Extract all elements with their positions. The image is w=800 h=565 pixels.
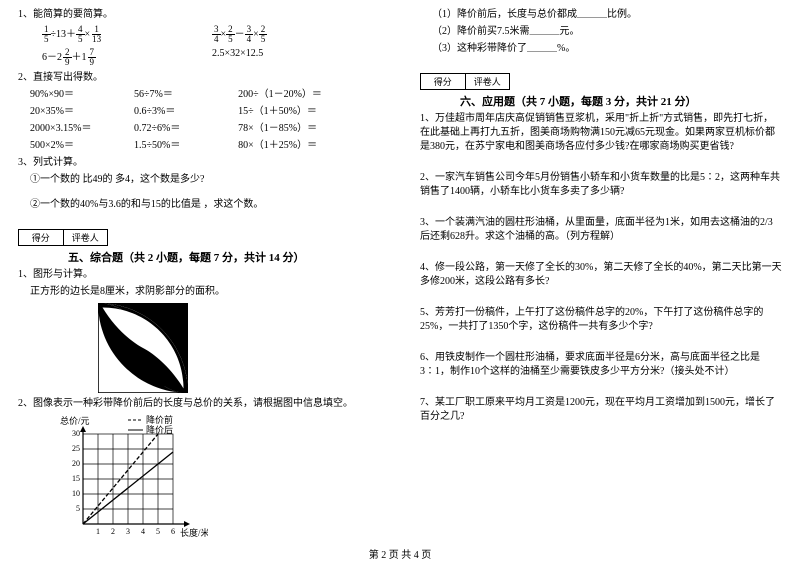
q2-cell: 78×（1－85%）＝ (238, 122, 380, 136)
score-label-r: 得分 (421, 74, 466, 89)
q1-title: 1、能简算的要简算。 (18, 8, 380, 22)
svg-text:5: 5 (156, 527, 160, 536)
q2-cell: 500×2%＝ (30, 139, 134, 153)
q3-b: ②一个数的40%与3.6的和与15的比值是 ，求这个数。 (18, 198, 380, 212)
q2-cell: 200÷（1－20%）＝ (238, 88, 380, 102)
page-footer: 第 2 页 共 4 页 (0, 546, 800, 561)
svg-text:2: 2 (111, 527, 115, 536)
pre-2: （2）降价前买7.5米需＿＿＿元。 (420, 25, 782, 39)
svg-text:20: 20 (72, 459, 80, 468)
grader-label: 评卷人 (64, 230, 108, 245)
pre-1: （1）降价前后，长度与总价都成＿＿＿比例。 (420, 8, 782, 22)
question: 7、某工厂职工原来平均月工资是1200元，现在平均月工资增加到1500元，增长了… (420, 396, 782, 424)
q2-cell: 20×35%＝ (30, 105, 134, 119)
q2-cell: 15÷（1＋50%）＝ (238, 105, 380, 119)
s5q2-t: 2、图像表示一种彩带降价前后的长度与总价的关系，请根据图中信息填空。 (18, 397, 380, 411)
q2-row: 90%×90＝56÷7%＝200÷（1－20%）＝ (30, 88, 380, 102)
svg-text:10: 10 (72, 489, 80, 498)
q2-title: 2、直接写出得数。 (18, 71, 380, 85)
question: 2、一家汽车销售公司今年5月份销售小轿车和小货车数量的比是5∶2，这两种车共销售… (420, 171, 782, 199)
score-label: 得分 (19, 230, 64, 245)
q2-cell: 56÷7%＝ (134, 88, 238, 102)
q2-row: 2000×3.15%＝0.72÷6%＝78×（1－85%）＝ (30, 122, 380, 136)
question: 1、万佳超市周年店庆高促销销售豆浆机，采用"折上折"方式销售，即先打七折，在此基… (420, 112, 782, 154)
q1b-right: 2.5×32×12.5 (212, 48, 263, 67)
y-label: 总价/元 (60, 415, 90, 426)
q2-cell: 2000×3.15%＝ (30, 122, 134, 136)
s5q1-sub: 正方形的边长是8厘米，求阴影部分的面积。 (18, 285, 380, 299)
svg-text:3: 3 (126, 527, 130, 536)
q2-cell: 1.5÷50%＝ (134, 139, 238, 153)
q1-row1: 15÷13＋45×113 34×25－34×25 (18, 25, 380, 44)
legend-b: 降价后 (146, 424, 173, 435)
q1a-right: 34×25－34×25 (212, 25, 267, 44)
s5q1-t: 1、图形与计算。 (18, 268, 380, 282)
shape-svg (98, 303, 188, 393)
question: 6、用铁皮制作一个圆柱形油桶，要求底面半径是6分米，高与底面半径之比是3∶1，制… (420, 351, 782, 379)
score-box-left: 得分 评卷人 (18, 229, 108, 246)
question: 4、修一段公路，第一天修了全长的30%，第二天修了全长的40%，第二天比第一天多… (420, 261, 782, 289)
q2-row: 500×2%＝1.5÷50%＝80×（1＋25%）＝ (30, 139, 380, 153)
right-questions: 1、万佳超市周年店庆高促销销售豆浆机，采用"折上折"方式销售，即先打七折，在此基… (420, 112, 782, 441)
q1a-left: 15÷13＋45×113 (42, 25, 212, 44)
q2-cell: 90%×90＝ (30, 88, 134, 102)
svg-text:30: 30 (72, 429, 80, 438)
svg-text:25: 25 (72, 444, 80, 453)
section6-title: 六、应用题（共 7 小题，每题 3 分，共计 21 分） (420, 93, 782, 109)
right-column: （1）降价前后，长度与总价都成＿＿＿比例。 （2）降价前买7.5米需＿＿＿元。 … (420, 8, 782, 544)
grader-label-r: 评卷人 (466, 74, 510, 89)
svg-text:1: 1 (96, 527, 100, 536)
q2-cell: 0.6÷3%＝ (134, 105, 238, 119)
svg-text:6: 6 (171, 527, 175, 536)
q3-title: 3、列式计算。 (18, 156, 380, 170)
q2-cell: 0.72÷6%＝ (134, 122, 238, 136)
left-column: 1、能简算的要简算。 15÷13＋45×113 34×25－34×25 6－22… (18, 8, 380, 544)
svg-text:15: 15 (72, 474, 80, 483)
q1-row2: 6－229＋179 2.5×32×12.5 (18, 48, 380, 67)
q2-row: 20×35%＝0.6÷3%＝15÷（1＋50%）＝ (30, 105, 380, 119)
question: 3、一个装满汽油的圆柱形油桶，从里面量，底面半径为1米，如用去这桶油的2/3后还… (420, 216, 782, 244)
q3-a: ①一个数的 比49的 多4，这个数是多少? (18, 173, 380, 187)
q2-rows: 90%×90＝56÷7%＝200÷（1－20%）＝20×35%＝0.6÷3%＝1… (18, 88, 380, 153)
score-box-right: 得分 评卷人 (420, 73, 510, 90)
question: 5、芳芳打一份稿件，上午打了这份稿件总字的20%，下午打了这份稿件总字的25%，… (420, 306, 782, 334)
q1b-left: 6－229＋179 (42, 48, 212, 67)
figure-square (98, 303, 188, 393)
svg-text:5: 5 (76, 504, 80, 513)
q2-cell: 80×（1＋25%）＝ (238, 139, 380, 153)
chart: 降价前 降价后 总价/元 (58, 414, 188, 544)
x-label: 长度/米 (180, 527, 208, 538)
legend-a: 降价前 (146, 414, 173, 425)
pre-3: （3）这种彩带降价了＿＿＿%。 (420, 42, 782, 56)
svg-text:4: 4 (141, 527, 145, 536)
section5-title: 五、综合题（共 2 小题，每题 7 分，共计 14 分） (18, 249, 380, 265)
